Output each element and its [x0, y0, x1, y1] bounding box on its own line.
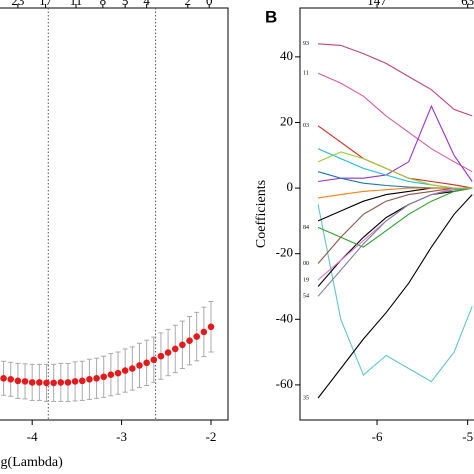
point [129, 365, 136, 372]
y-tick-label: 40 [280, 48, 293, 63]
top-tick-label: 0 [206, 0, 213, 8]
coefficient-line [318, 104, 473, 183]
line-label: 35 [303, 395, 309, 401]
top-tick-label: 5 [122, 0, 129, 8]
point [78, 377, 86, 385]
point [193, 333, 201, 340]
coefficient-line [318, 43, 473, 117]
top-tick-label: 2 [185, 0, 192, 8]
coefficient-line [317, 204, 473, 383]
coefficient-line [317, 187, 473, 297]
point [186, 337, 193, 344]
coefficient-line [317, 194, 473, 399]
panel-label: B [265, 7, 277, 26]
point [0, 374, 7, 382]
point [107, 371, 115, 378]
line-label: 54 [303, 294, 309, 300]
top-tick-label: 17 [39, 0, 53, 8]
top-tick-label: 147 [367, 0, 387, 8]
point [143, 359, 150, 367]
point [157, 352, 165, 360]
point [57, 379, 65, 386]
top-tick-label: 11 [70, 0, 83, 8]
point [86, 376, 93, 383]
y-tick-label: -60 [276, 376, 293, 391]
coefficient-line [317, 187, 473, 248]
point [200, 328, 208, 336]
coefficient-line [317, 151, 473, 189]
coefficient-line [317, 187, 473, 281]
coefficient-line [317, 72, 473, 173]
point [150, 356, 158, 364]
point [36, 379, 43, 386]
point [14, 377, 22, 385]
point [21, 378, 29, 385]
top-tick-label: 4 [143, 0, 150, 8]
point [164, 349, 172, 356]
point [50, 379, 57, 387]
x-tick-label: -3 [116, 429, 127, 444]
point [93, 374, 100, 382]
top-tick-label: 23 [11, 0, 24, 8]
point [71, 378, 79, 385]
point [100, 373, 108, 381]
y-tick-label: 20 [280, 113, 293, 128]
x-tick-label: -4 [27, 429, 38, 444]
point [43, 379, 50, 387]
point [28, 379, 36, 386]
line-label: 93 [303, 41, 309, 47]
y-axis-label: Coefficients [254, 180, 269, 248]
y-tick-label: 0 [287, 179, 294, 194]
x-tick-label: -5 [462, 429, 473, 444]
x-tick-label: -6 [372, 429, 383, 444]
x-tick-label: -2 [206, 429, 217, 444]
point [207, 323, 215, 331]
top-tick-label: 8 [100, 0, 107, 8]
point [121, 367, 129, 374]
point [136, 362, 143, 369]
point [7, 376, 15, 383]
line-label: 84 [303, 225, 309, 231]
line-label: 03 [303, 123, 309, 129]
line-label: 00 [303, 261, 309, 267]
frame [0, 7, 229, 421]
x-axis-label: Log(Lambda) [0, 455, 63, 470]
point [171, 345, 179, 353]
line-label: 11 [303, 71, 309, 77]
point [64, 379, 72, 386]
line-label: 19 [303, 277, 309, 283]
point [114, 369, 122, 377]
coefficient-line [317, 171, 473, 189]
top-tick-label: 63 [461, 0, 474, 8]
point [179, 341, 186, 349]
coefficient-line [317, 187, 473, 264]
frame [299, 7, 474, 421]
y-tick-label: -20 [276, 245, 293, 260]
coefficient-line [317, 148, 473, 189]
y-tick-label: -40 [276, 310, 293, 325]
